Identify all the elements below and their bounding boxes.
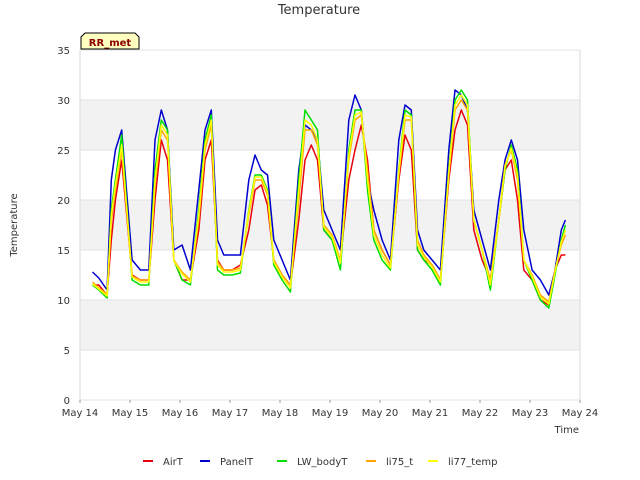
y-tick-label: 15 — [57, 246, 70, 257]
legend: AirT PanelT LW_bodyT li75_t li77_temp — [143, 457, 497, 468]
x-tick-label: May 19 — [312, 408, 349, 419]
y-axis-label: Temperature — [9, 193, 20, 257]
x-axis-label: Time — [554, 425, 579, 436]
x-tick-label: May 15 — [112, 408, 149, 419]
y-tick-label: 10 — [57, 296, 70, 307]
x-axis-ticks: May 14 May 15 May 16 May 17 May 18 May 19 May … — [62, 400, 599, 419]
site-badge-shape — [80, 32, 140, 50]
plot-band — [80, 250, 580, 300]
y-tick-label: 20 — [57, 196, 70, 207]
legend-label: LW_bodyT — [297, 457, 348, 468]
chart-title: Temperature — [277, 3, 360, 18]
y-tick-label: 0 — [64, 396, 70, 407]
x-tick-label: May 16 — [162, 408, 199, 419]
plot-band — [80, 150, 580, 200]
legend-label: PanelT — [220, 457, 254, 468]
plot-band — [80, 100, 580, 150]
plot-background-bands — [80, 50, 580, 400]
legend-label: li77_temp — [448, 457, 497, 468]
x-tick-label: May 20 — [362, 408, 399, 419]
plot-band — [80, 300, 580, 350]
x-tick-label: May 21 — [412, 408, 449, 419]
site-badge-label: RR_met — [89, 38, 132, 49]
legend-label: li75_t — [386, 457, 413, 468]
site-badge: RR_met — [80, 32, 140, 50]
y-tick-label: 35 — [57, 46, 70, 57]
x-tick-label: May 24 — [562, 408, 599, 419]
plot-band — [80, 350, 580, 400]
x-tick-label: May 18 — [262, 408, 299, 419]
x-tick-label: May 17 — [212, 408, 249, 419]
x-tick-label: May 22 — [462, 408, 499, 419]
plot-band — [80, 50, 580, 100]
y-tick-label: 30 — [57, 96, 70, 107]
y-tick-label: 5 — [64, 346, 70, 357]
x-tick-label: May 14 — [62, 408, 99, 419]
legend-label: AirT — [163, 457, 184, 468]
x-tick-label: May 23 — [512, 408, 549, 419]
series-line-li77-temp — [92, 94, 567, 305]
y-tick-label: 25 — [57, 146, 70, 157]
series-lines — [91, 89, 567, 309]
